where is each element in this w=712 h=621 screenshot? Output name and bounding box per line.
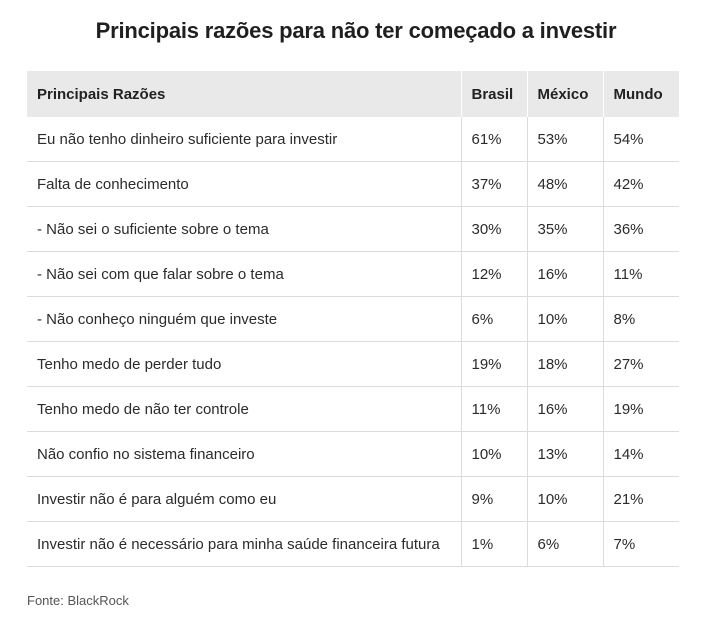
row-reason-cell: - Não sei com que falar sobre o tema: [27, 251, 461, 297]
row-brasil-cell: 11%: [460, 386, 527, 432]
table-row: Investir não é necessário para minha saú…: [27, 521, 679, 567]
source-note: Fonte: BlackRock: [27, 593, 129, 608]
row-reason-cell: Investir não é necessário para minha saú…: [27, 521, 461, 567]
row-brasil-cell: 30%: [460, 206, 527, 252]
row-mundo-cell: 14%: [602, 431, 679, 477]
table-row: Tenho medo de não ter controle 11% 16% 19%: [27, 386, 679, 432]
row-mexico-cell: 6%: [526, 521, 603, 567]
table-title: Principais razões para não ter começado …: [95, 18, 617, 43]
row-brasil-cell: 10%: [460, 431, 527, 477]
row-mexico-cell: 10%: [526, 476, 603, 522]
row-reason-cell: Eu não tenho dinheiro suficiente para in…: [37, 130, 338, 148]
column-header-mexico: México: [526, 71, 603, 117]
table-row: Tenho medo de perder tudo 19% 18% 27%: [27, 341, 679, 387]
row-mexico-cell: 10%: [526, 296, 603, 342]
row-mundo-cell: 27%: [602, 341, 679, 387]
row-brasil-cell: 1%: [460, 521, 527, 567]
table-row: - Não sei com que falar sobre o tema 12% 1…: [27, 251, 679, 297]
row-brasil-cell: 6%: [460, 296, 527, 342]
row-brasil-cell: 12%: [460, 251, 527, 297]
row-mundo-cell: 42%: [602, 161, 679, 207]
row-reason-cell: Falta de conhecimento: [27, 161, 461, 207]
row-mexico-cell: 35%: [526, 206, 603, 252]
row-reason-cell: - Não conheço ninguém que investe: [27, 296, 461, 342]
table-header-row: Principais Razões Brasil México Mundo: [27, 71, 679, 117]
table-row: Eu não tenho dinheiro suficiente para in…: [27, 117, 679, 162]
row-reason-cell: - Não sei o suficiente sobre o tema: [27, 206, 461, 252]
row-mundo-cell: 19%: [602, 386, 679, 432]
table-row: Não confio no sistema financeiro 10% 13% 14…: [27, 431, 679, 477]
row-mundo-cell: 7%: [602, 521, 679, 567]
row-mexico-cell: 16%: [526, 386, 603, 432]
reasons-table: Principais Razões Brasil México Mundo Eu…: [27, 71, 679, 567]
row-mundo-cell: 8%: [602, 296, 679, 342]
column-header-mundo: Mundo: [602, 71, 679, 117]
column-header-brasil: Brasil: [460, 71, 527, 117]
row-brasil-cell: 61%: [460, 117, 527, 162]
row-reason-cell: Tenho medo de não ter controle: [27, 386, 461, 432]
table-row: - Não conheço ninguém que investe 6% 10% 8%: [27, 296, 679, 342]
row-brasil-cell: 19%: [460, 341, 527, 387]
table-row: - Não sei o suficiente sobre o tema 30% 35…: [27, 206, 679, 252]
row-mexico-cell: 53%: [526, 117, 603, 162]
row-reason-cell: Não confio no sistema financeiro: [27, 431, 461, 477]
row-brasil-cell: 9%: [460, 476, 527, 522]
row-reason-cell: Tenho medo de perder tudo: [27, 341, 461, 387]
row-mexico-cell: 16%: [526, 251, 603, 297]
row-mundo-cell: 21%: [602, 476, 679, 522]
row-mexico-cell: 13%: [526, 431, 603, 477]
table-row: Investir não é para alguém como eu 9% 10% 2…: [27, 476, 679, 522]
row-reason-cell: Investir não é para alguém como eu: [27, 476, 461, 522]
row-brasil-cell: 37%: [460, 161, 527, 207]
row-mundo-cell: 36%: [602, 206, 679, 252]
column-header-reasons: Principais Razões: [27, 71, 461, 117]
row-mexico-cell: 48%: [526, 161, 603, 207]
row-mundo-cell: 54%: [602, 117, 679, 162]
table-body: Eu não tenho dinheiro suficiente para in…: [27, 117, 679, 567]
row-mundo-cell: 11%: [602, 251, 679, 297]
table-row: Falta de conhecimento 37% 48% 42%: [27, 161, 679, 207]
row-mexico-cell: 18%: [526, 341, 603, 387]
